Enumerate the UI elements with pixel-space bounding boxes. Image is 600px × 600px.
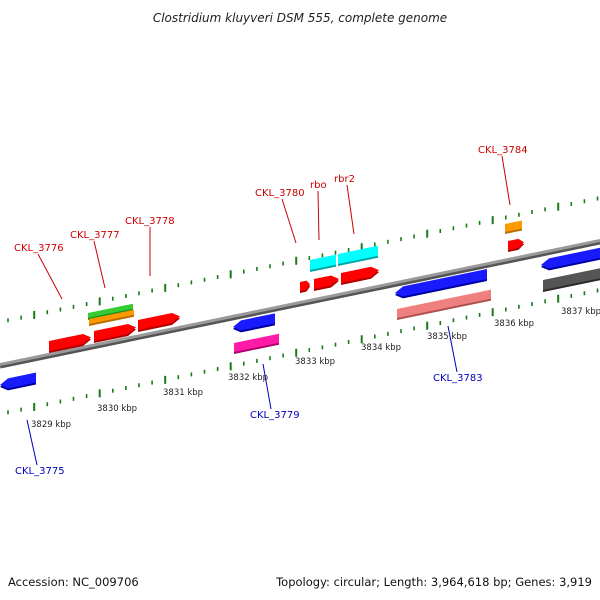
label-leader-line bbox=[346, 184, 355, 235]
feature-red-1[interactable] bbox=[49, 333, 91, 351]
feature-cyan-1[interactable] bbox=[310, 254, 336, 270]
feature-green[interactable] bbox=[88, 303, 133, 318]
feature-red-3784[interactable] bbox=[508, 238, 524, 250]
accession-text: Accession: NC_009706 bbox=[8, 575, 139, 589]
map-title: Clostridium kluyveri DSM 555, complete g… bbox=[153, 11, 447, 25]
gene-features bbox=[0, 220, 600, 391]
label-leader-line bbox=[501, 155, 511, 206]
feature-salmon[interactable] bbox=[397, 289, 491, 318]
feature-red-small[interactable] bbox=[300, 280, 310, 291]
label-leader-line bbox=[37, 253, 63, 300]
feature-blue-right[interactable] bbox=[541, 247, 600, 269]
kbp-label: 3835 kbp bbox=[427, 332, 467, 342]
feature-red-3[interactable] bbox=[138, 312, 180, 330]
feature-red-2[interactable] bbox=[94, 323, 136, 341]
genome-backbone bbox=[0, 239, 600, 369]
gene-label-rbr2[interactable]: rbr2 bbox=[334, 174, 355, 185]
kbp-scale: 3829 kbp 3830 kbp 3831 kbp 3832 kbp 3833… bbox=[31, 307, 600, 430]
genome-summary-text: Topology: circular; Length: 3,964,618 bp… bbox=[275, 575, 592, 589]
gene-labels: CKL_3776 CKL_3777 CKL_3778 CKL_3780 rbo … bbox=[14, 145, 528, 477]
label-leader-line bbox=[317, 190, 320, 241]
gene-label-ckl3778[interactable]: CKL_3778 bbox=[125, 216, 175, 227]
feature-orange[interactable] bbox=[89, 309, 134, 324]
kbp-label: 3832 kbp bbox=[228, 373, 268, 383]
gene-label-rbo[interactable]: rbo bbox=[310, 180, 327, 191]
gene-label-ckl3775[interactable]: CKL_3775 bbox=[15, 466, 65, 477]
kbp-label: 3833 kbp bbox=[295, 357, 335, 367]
feature-red-rbo[interactable] bbox=[314, 275, 339, 289]
feature-red-rbr2[interactable] bbox=[341, 266, 379, 283]
label-leaders bbox=[26, 155, 511, 466]
gene-label-ckl3779[interactable]: CKL_3779 bbox=[250, 410, 300, 421]
feature-magenta[interactable] bbox=[234, 333, 279, 352]
kbp-label: 3834 kbp bbox=[361, 343, 401, 353]
feature-blue-3783[interactable] bbox=[395, 268, 487, 297]
kbp-label: 3836 kbp bbox=[494, 319, 534, 329]
label-leader-line bbox=[93, 240, 106, 289]
label-leader-line bbox=[447, 325, 458, 373]
kbp-label: 3837 kbp bbox=[561, 307, 600, 317]
gene-label-ckl3784[interactable]: CKL_3784 bbox=[478, 145, 528, 156]
tick-marks bbox=[7, 196, 599, 415]
feature-cyan-2[interactable] bbox=[338, 245, 378, 264]
label-leader-line bbox=[281, 198, 297, 244]
kbp-label: 3829 kbp bbox=[31, 420, 71, 430]
backbone-line bbox=[0, 239, 600, 366]
gene-label-ckl3777[interactable]: CKL_3777 bbox=[70, 230, 120, 241]
label-leader-line bbox=[262, 363, 272, 410]
gene-label-ckl3776[interactable]: CKL_3776 bbox=[14, 243, 64, 254]
kbp-label: 3830 kbp bbox=[97, 404, 137, 414]
label-leader-line bbox=[26, 419, 38, 466]
feature-gray-right[interactable] bbox=[543, 268, 600, 290]
kbp-label: 3831 kbp bbox=[163, 388, 203, 398]
gene-label-ckl3780[interactable]: CKL_3780 bbox=[255, 188, 305, 199]
gene-label-ckl3783[interactable]: CKL_3783 bbox=[433, 373, 483, 384]
feature-blue-left[interactable] bbox=[0, 372, 36, 389]
feature-blue-3779[interactable] bbox=[233, 313, 275, 331]
feature-orange-3784[interactable] bbox=[505, 220, 522, 232]
